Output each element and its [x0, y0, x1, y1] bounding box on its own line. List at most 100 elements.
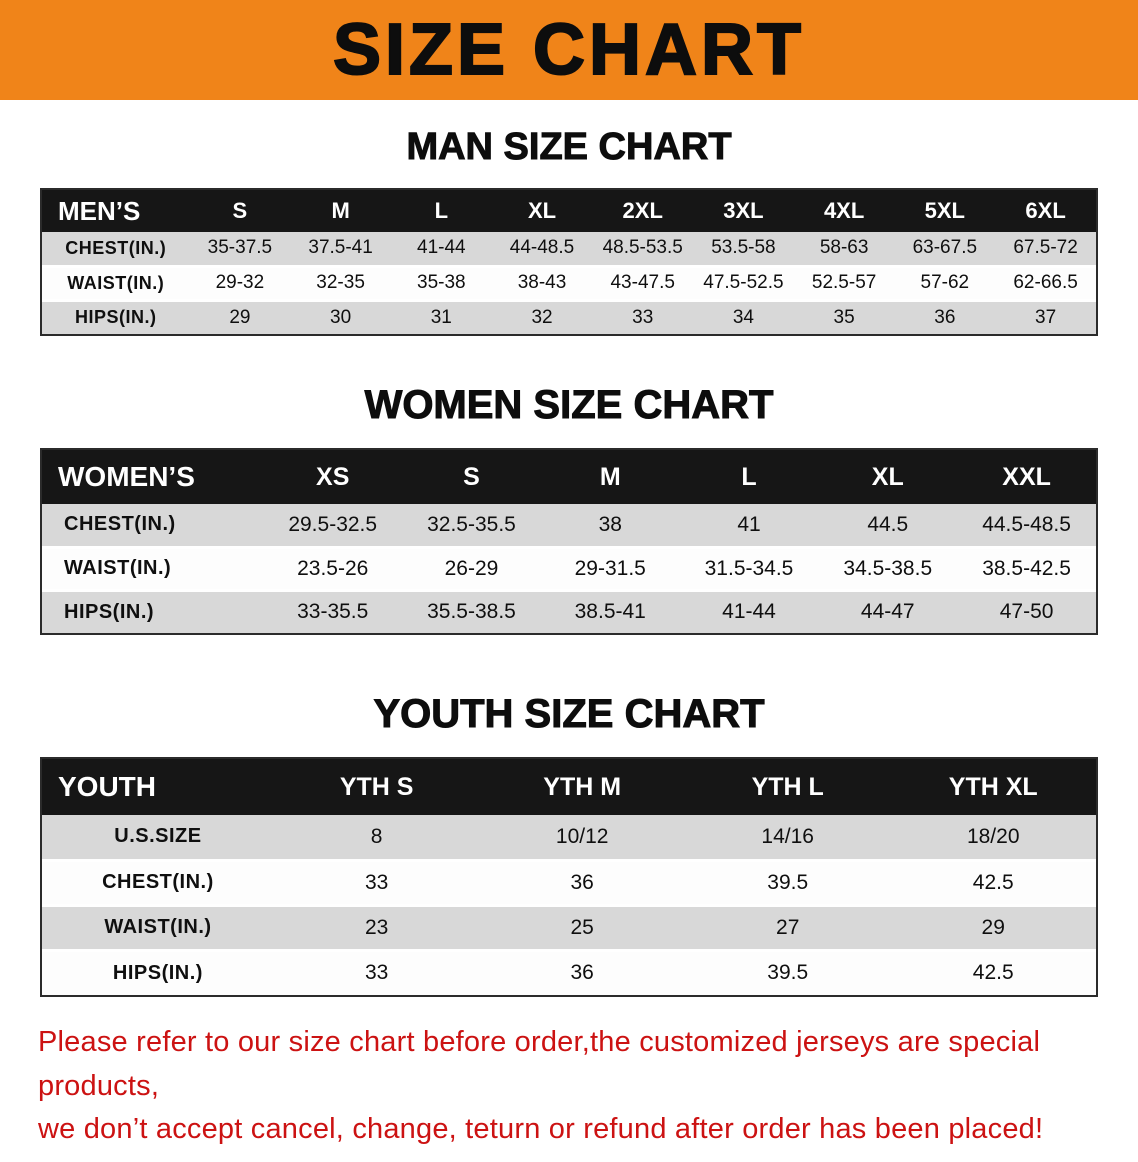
women-section-heading: WOMEN SIZE CHART	[364, 383, 774, 428]
row-label: CHEST(IN.)	[42, 232, 190, 266]
size-value: 31.5-34.5	[679, 547, 819, 590]
women-size-table-frame: WOMEN’S XS S M L XL XXL CHEST(IN.) 29.5-32.5 32.5…	[40, 448, 1098, 635]
table-row: HIPS(IN.) 33-35.5 35.5-38.5 38.5-41 41-44 44-…	[42, 590, 1096, 633]
size-value: 33	[273, 950, 480, 995]
size-column-header: L	[390, 190, 492, 232]
table-row: CHEST(IN.) 29.5-32.5 32.5-35.5 38 41 44.5 44.5…	[42, 504, 1096, 547]
row-label: U.S.SIZE	[42, 815, 274, 860]
size-value: 47-50	[957, 590, 1096, 633]
row-label: CHEST(IN.)	[42, 504, 264, 547]
table-row: WAIST(IN.) 23.5-26 26-29 29-31.5 31.5-34.5 34…	[42, 547, 1096, 590]
size-column-header: YTH S	[273, 759, 480, 815]
size-value: 38-43	[491, 266, 593, 300]
size-value: 37	[995, 300, 1096, 334]
size-value: 42.5	[890, 950, 1096, 995]
row-label: CHEST(IN.)	[42, 860, 274, 905]
size-value: 62-66.5	[995, 266, 1096, 300]
size-value: 44.5-48.5	[957, 504, 1096, 547]
youth-section-heading: YOUTH SIZE CHART	[373, 692, 765, 737]
size-column-header: 4XL	[793, 190, 895, 232]
size-column-header: L	[679, 450, 819, 504]
size-value: 27	[684, 905, 891, 950]
size-column-header: 6XL	[995, 190, 1096, 232]
section-youth: YOUTH SIZE CHART YOUTH YTH S YTH M YTH L YTH …	[0, 691, 1138, 997]
youth-size-table-frame: YOUTH YTH S YTH M YTH L YTH XL U.S.SIZE 8 10/12…	[40, 757, 1098, 997]
header-row: YOUTH YTH S YTH M YTH L YTH XL	[42, 759, 1096, 815]
footer-line-1: Please refer to our size chart before or…	[38, 1026, 1041, 1102]
size-value: 58-63	[793, 232, 895, 266]
size-column-header: XS	[263, 450, 403, 504]
table-row: U.S.SIZE 8 10/12 14/16 18/20	[42, 815, 1096, 860]
size-value: 29	[890, 905, 1096, 950]
table-row: HIPS(IN.) 29 30 31 32 33 34 35 36 37	[42, 300, 1096, 334]
size-value: 26-29	[402, 547, 541, 590]
size-value: 63-67.5	[894, 232, 996, 266]
size-column-header: 5XL	[894, 190, 996, 232]
women-size-table: WOMEN’S XS S M L XL XXL CHEST(IN.) 29.5-32.5 32.5…	[42, 450, 1096, 633]
size-value: 41	[679, 504, 819, 547]
youth-size-table: YOUTH YTH S YTH M YTH L YTH XL U.S.SIZE 8 10/12…	[42, 759, 1096, 995]
page-title: SIZE CHART	[332, 9, 805, 91]
size-value: 39.5	[684, 950, 891, 995]
size-value: 25	[479, 905, 685, 950]
size-column-header: YTH XL	[890, 759, 1096, 815]
size-value: 31	[390, 300, 492, 334]
size-value: 23.5-26	[263, 547, 403, 590]
size-value: 52.5-57	[793, 266, 895, 300]
size-column-header: XL	[491, 190, 593, 232]
size-value: 29	[189, 300, 291, 334]
size-value: 29.5-32.5	[263, 504, 403, 547]
size-column-header: XXL	[957, 450, 1096, 504]
header-row: MEN’S S M L XL 2XL 3XL 4XL 5XL 6XL	[42, 190, 1096, 232]
table-title-cell: MEN’S	[42, 190, 190, 232]
table-title-cell: YOUTH	[42, 759, 274, 815]
size-value: 8	[273, 815, 480, 860]
size-value: 41-44	[679, 590, 819, 633]
size-value: 43-47.5	[592, 266, 694, 300]
size-column-header: 2XL	[592, 190, 694, 232]
size-value: 35.5-38.5	[402, 590, 541, 633]
size-value: 30	[290, 300, 391, 334]
size-value: 37.5-41	[290, 232, 391, 266]
size-value: 34.5-38.5	[818, 547, 958, 590]
size-value: 33-35.5	[263, 590, 403, 633]
size-value: 36	[479, 860, 685, 905]
size-value: 23	[273, 905, 480, 950]
size-value: 35-37.5	[189, 232, 291, 266]
size-value: 14/16	[684, 815, 891, 860]
row-label: WAIST(IN.)	[42, 547, 264, 590]
size-column-header: M	[540, 450, 680, 504]
men-size-table: MEN’S S M L XL 2XL 3XL 4XL 5XL 6XL CHEST(IN.) 35-37…	[42, 190, 1096, 334]
size-value: 36	[894, 300, 996, 334]
table-row: CHEST(IN.) 33 36 39.5 42.5	[42, 860, 1096, 905]
table-row: WAIST(IN.) 23 25 27 29	[42, 905, 1096, 950]
size-value: 38.5-41	[540, 590, 680, 633]
size-value: 38.5-42.5	[957, 547, 1096, 590]
footer-line-2: we don’t accept cancel, change, teturn o…	[38, 1113, 1044, 1145]
size-value: 18/20	[890, 815, 1096, 860]
size-value: 41-44	[390, 232, 492, 266]
size-column-header: XL	[818, 450, 958, 504]
size-value: 53.5-58	[693, 232, 794, 266]
size-value: 67.5-72	[995, 232, 1096, 266]
size-value: 32	[491, 300, 593, 334]
size-value: 44.5	[818, 504, 958, 547]
size-value: 36	[479, 950, 685, 995]
size-value: 39.5	[684, 860, 891, 905]
size-value: 33	[592, 300, 694, 334]
row-label: HIPS(IN.)	[42, 950, 274, 995]
size-column-header: S	[402, 450, 541, 504]
size-value: 42.5	[890, 860, 1096, 905]
table-row: WAIST(IN.) 29-32 32-35 35-38 38-43 43-47.5 47.…	[42, 266, 1096, 300]
size-value: 33	[273, 860, 480, 905]
row-label: WAIST(IN.)	[42, 266, 190, 300]
size-column-header: S	[189, 190, 291, 232]
content: MAN SIZE CHART MEN’S S M L XL 2XL 3XL 4XL 5XL 6XL C…	[0, 124, 1138, 997]
size-column-header: 3XL	[693, 190, 794, 232]
section-women: WOMEN SIZE CHART WOMEN’S XS S M L XL XXL CHEST(I…	[0, 382, 1138, 635]
table-title-cell: WOMEN’S	[42, 450, 264, 504]
size-column-header: YTH L	[684, 759, 891, 815]
size-value: 44-47	[818, 590, 958, 633]
size-value: 29-32	[189, 266, 291, 300]
size-value: 35-38	[390, 266, 492, 300]
